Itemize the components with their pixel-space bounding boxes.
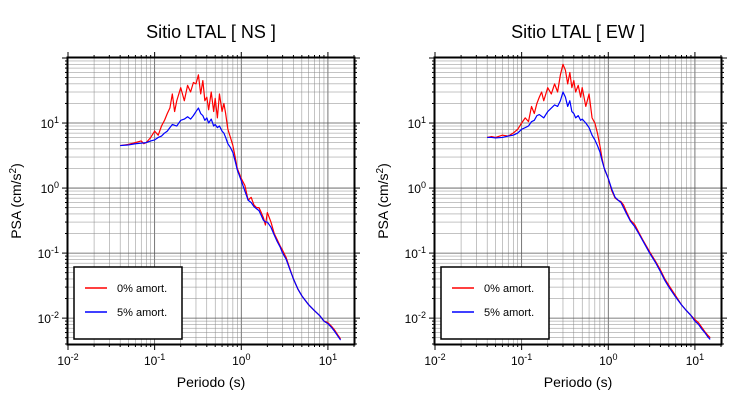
y-tick-label: 10-1 [38, 245, 59, 261]
legend-label-1: 5% amort. [117, 307, 167, 319]
ticks [429, 52, 727, 350]
y-tick-labels: 10-2 10-1 100 101 [38, 115, 59, 326]
x-axis-label: Periodo (s) [544, 374, 612, 390]
chart-panel-ew: Sitio LTAL [ EW ] 10-2 10-1 100 101 10-210-… [375, 22, 727, 390]
legend: 0% amort. 5% amort. [73, 266, 183, 340]
y-tick-label: 100 [408, 180, 426, 196]
x-tick-labels: 10-2 10-1 100 101 [424, 352, 704, 368]
series-layer [487, 63, 711, 340]
x-tick-label: 101 [686, 352, 704, 368]
y-tick-label: 10-2 [38, 310, 59, 326]
chart-title: Sitio LTAL [ NS ] [146, 22, 276, 42]
legend-label-0: 0% amort. [117, 283, 167, 295]
ticks [62, 52, 360, 350]
plot-frame [433, 56, 723, 346]
x-tick-label: 100 [232, 352, 250, 368]
legend-label-1: 5% amort. [484, 307, 534, 319]
series-layer [120, 74, 342, 341]
plot-frame-inner [67, 57, 355, 345]
chart-panel-ns: Sitio LTAL [ NS ] 10-2 10-1 100 101 10-210-… [8, 22, 360, 390]
x-tick-label: 100 [599, 352, 617, 368]
y-tick-labels: 10-2 10-1 100 101 [405, 115, 426, 326]
x-tick-label: 10-1 [144, 352, 165, 368]
plot-frame-inner [434, 57, 722, 345]
x-tick-labels: 10-2 10-1 100 101 [57, 352, 337, 368]
legend: 0% amort. 5% amort. [440, 266, 550, 340]
series-line-1 [120, 107, 342, 341]
legend-box [73, 266, 183, 340]
x-tick-label: 10-1 [511, 352, 532, 368]
x-tick-label: 10-2 [424, 352, 445, 368]
legend-box [440, 266, 550, 340]
plot-frame [66, 56, 356, 346]
x-tick-label: 101 [319, 352, 337, 368]
chart-title: Sitio LTAL [ EW ] [511, 22, 645, 42]
legend-label-0: 0% amort. [484, 283, 534, 295]
series-line-1 [487, 91, 711, 340]
y-axis-label: PSA (cm/s2) [8, 163, 24, 239]
y-tick-label: 10-2 [405, 310, 426, 326]
y-tick-label: 100 [41, 180, 59, 196]
y-tick-label: 101 [41, 115, 59, 131]
y-axis-label: PSA (cm/s2) [375, 163, 391, 239]
y-tick-label: 10-1 [405, 245, 426, 261]
x-tick-label: 10-2 [57, 352, 78, 368]
y-tick-label: 101 [408, 115, 426, 131]
series-line-0 [487, 63, 711, 339]
x-axis-label: Periodo (s) [177, 374, 245, 390]
